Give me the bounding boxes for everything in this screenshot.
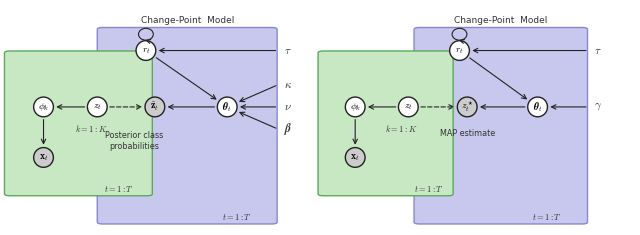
- Ellipse shape: [450, 41, 469, 60]
- Text: $t=1:T$: $t=1:T$: [104, 184, 133, 194]
- FancyBboxPatch shape: [4, 51, 152, 196]
- Text: $z_t^\star$: $z_t^\star$: [461, 100, 474, 114]
- Text: $\kappa$: $\kappa$: [284, 80, 292, 90]
- Text: $r_t$: $r_t$: [455, 46, 464, 55]
- Ellipse shape: [346, 97, 365, 117]
- Text: $\phi_k$: $\phi_k$: [349, 101, 361, 113]
- Ellipse shape: [136, 41, 156, 60]
- Text: $t=1:T$: $t=1:T$: [532, 212, 562, 222]
- Ellipse shape: [34, 97, 53, 117]
- Text: $\tau$: $\tau$: [594, 46, 602, 55]
- Ellipse shape: [218, 97, 237, 117]
- Ellipse shape: [34, 148, 53, 167]
- Text: $z_t$: $z_t$: [404, 102, 413, 112]
- Text: $k=1:K$: $k=1:K$: [76, 123, 108, 133]
- Text: $\gamma$: $\gamma$: [594, 102, 602, 112]
- FancyBboxPatch shape: [97, 27, 277, 224]
- Text: $t=1:T$: $t=1:T$: [222, 212, 252, 222]
- Text: Change-Point  Model: Change-Point Model: [141, 16, 234, 25]
- Text: $\mathbf{x}_t$: $\mathbf{x}_t$: [38, 152, 49, 163]
- Text: Posterior class
probabilities: Posterior class probabilities: [105, 131, 164, 151]
- FancyBboxPatch shape: [318, 51, 453, 196]
- Text: $\tilde{\mathbf{z}}_t$: $\tilde{\mathbf{z}}_t$: [150, 101, 159, 113]
- Text: $z_t$: $z_t$: [93, 102, 102, 112]
- Text: $\mathbf{x}_t$: $\mathbf{x}_t$: [350, 152, 360, 163]
- FancyBboxPatch shape: [414, 27, 588, 224]
- Ellipse shape: [88, 97, 107, 117]
- Text: $r_t$: $r_t$: [141, 46, 150, 55]
- Text: $\boldsymbol{\theta}_t$: $\boldsymbol{\theta}_t$: [532, 100, 543, 114]
- Ellipse shape: [399, 97, 418, 117]
- Text: $t=1:T$: $t=1:T$: [414, 184, 444, 194]
- Text: $\nu$: $\nu$: [284, 102, 291, 112]
- Text: Change-Point  Model: Change-Point Model: [454, 16, 547, 25]
- Ellipse shape: [458, 97, 477, 117]
- Text: $\boldsymbol{\theta}_t$: $\boldsymbol{\theta}_t$: [222, 100, 232, 114]
- Text: $\boldsymbol{\beta}$: $\boldsymbol{\beta}$: [284, 121, 292, 137]
- Text: $\phi_k$: $\phi_k$: [38, 101, 49, 113]
- Text: $\tau$: $\tau$: [284, 46, 291, 55]
- Ellipse shape: [346, 148, 365, 167]
- Text: MAP estimate: MAP estimate: [440, 129, 495, 138]
- Text: $k=1:K$: $k=1:K$: [385, 123, 417, 133]
- Ellipse shape: [145, 97, 164, 117]
- Ellipse shape: [528, 97, 547, 117]
